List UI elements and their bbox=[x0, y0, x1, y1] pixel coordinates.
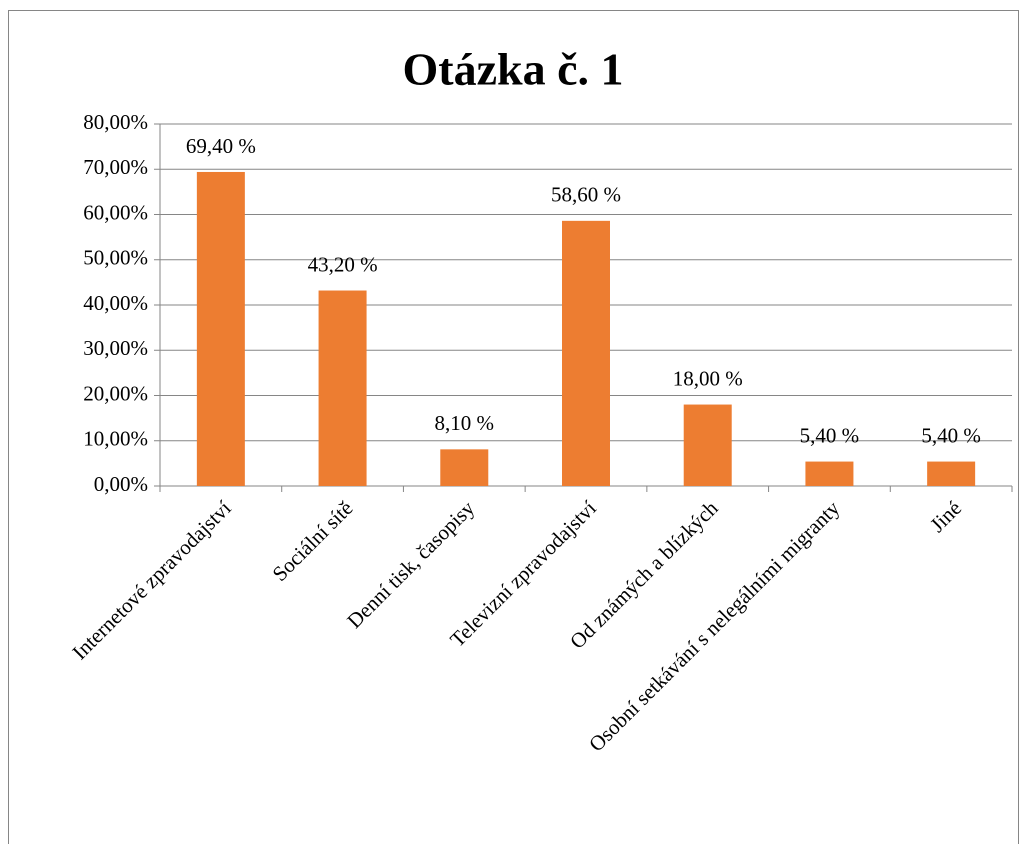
data-label: 69,40 % bbox=[186, 134, 256, 158]
bar bbox=[562, 220, 610, 486]
y-tick-label: 80,00% bbox=[83, 110, 148, 134]
chart-border bbox=[8, 10, 1019, 844]
y-tick-label: 10,00% bbox=[83, 427, 148, 451]
data-label: 18,00 % bbox=[673, 366, 743, 390]
y-tick-label: 0,00% bbox=[94, 472, 148, 496]
data-label: 5,40 % bbox=[800, 423, 860, 447]
y-tick-label: 40,00% bbox=[83, 291, 148, 315]
y-tick-label: 30,00% bbox=[83, 336, 148, 360]
y-tick-label: 70,00% bbox=[83, 155, 148, 179]
y-tick-label: 50,00% bbox=[83, 246, 148, 270]
bar bbox=[805, 461, 854, 486]
chart-title: Otázka č. 1 bbox=[402, 44, 623, 95]
data-label: 5,40 % bbox=[921, 423, 981, 447]
data-label: 8,10 % bbox=[435, 411, 495, 435]
bar bbox=[927, 461, 976, 486]
bar bbox=[318, 290, 367, 486]
data-label: 43,20 % bbox=[308, 252, 378, 276]
y-tick-label: 20,00% bbox=[83, 381, 148, 405]
bar bbox=[683, 404, 732, 486]
bar bbox=[196, 171, 245, 486]
bar bbox=[440, 449, 489, 486]
y-tick-label: 60,00% bbox=[83, 200, 148, 224]
data-label: 58,60 % bbox=[551, 183, 621, 207]
